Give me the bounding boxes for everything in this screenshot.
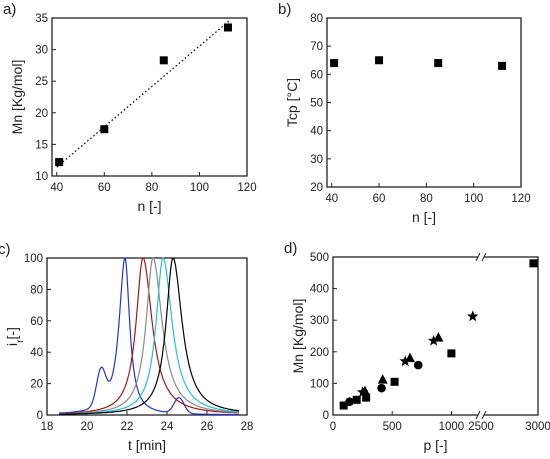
data-point-circle	[413, 360, 423, 370]
y-tick-label: 0	[37, 410, 43, 422]
y-tick-label: 0	[323, 410, 329, 422]
x-tick-label: 22	[121, 421, 134, 433]
y-tick-label: 70	[310, 41, 323, 53]
data-point-square	[362, 393, 371, 402]
x-axis-label: n [-]	[412, 209, 436, 225]
x-tick-label: 20	[81, 421, 94, 433]
x-axis-label: t [min]	[128, 437, 166, 453]
series-line-5	[58, 257, 240, 415]
x-axis-label: p [-]	[423, 437, 447, 453]
fit-line	[56, 19, 231, 168]
x-tick-label: 60	[98, 182, 111, 194]
data-point-star	[356, 386, 369, 398]
data-point-square	[447, 349, 456, 358]
plot-frame	[326, 17, 522, 188]
y-axis-label: ir[-]	[4, 327, 26, 346]
y-tick-label: 100	[24, 253, 43, 265]
x-tick-label: 100	[190, 182, 209, 194]
plot-frame	[51, 17, 248, 177]
y-axis-label: Mn [Kg/mol]	[9, 60, 25, 135]
data-point-star	[399, 355, 411, 367]
x-tick-label: 0	[330, 421, 336, 433]
y-tick-label: 40	[310, 126, 323, 138]
data-point-square	[352, 395, 361, 404]
data-point-star	[467, 310, 479, 322]
data-point-square	[375, 56, 384, 65]
y-tick-label: 20	[30, 379, 43, 391]
data-point-square	[529, 259, 538, 268]
axis-break-gap	[478, 253, 484, 261]
data-point-square	[339, 401, 348, 410]
panel-label: a)	[3, 1, 16, 18]
series-line-1	[58, 257, 239, 416]
axis-break-mark	[481, 252, 487, 262]
x-tick-label: 80	[145, 182, 158, 194]
y-tick-label: 80	[310, 13, 323, 25]
y-tick-label: 500	[310, 252, 329, 264]
x-tick-label: 2500	[468, 421, 494, 433]
y-tick-label: 50	[310, 98, 323, 110]
axis-break-mark	[475, 410, 481, 420]
panel-label: c)	[0, 241, 11, 258]
data-point-star	[427, 334, 440, 346]
y-tick-label: 10	[35, 171, 48, 183]
y-tick-label: 20	[35, 108, 48, 120]
panel-label: d)	[284, 240, 297, 257]
panel-a: 40 60 80 100 120 10 15 20 25 30 35 n [-] Mn [Kg/mol]…	[3, 1, 257, 214]
y-tick-label: 400	[310, 284, 329, 296]
y-tick-label: 300	[310, 315, 329, 327]
axis-break-gap	[478, 411, 484, 419]
panel-d: 0 500 1000 2500 3000 0 100 200 300 400 500 p [-] Mn …	[284, 240, 550, 453]
y-tick-label: 15	[35, 139, 48, 151]
x-tick-label: 24	[161, 421, 174, 433]
data-point-square	[159, 56, 168, 65]
y-tick-label: 60	[30, 316, 43, 328]
data-point-square	[100, 125, 109, 134]
x-tick-label: 18	[41, 421, 54, 433]
y-tick-label: 40	[30, 347, 43, 359]
x-tick-label: 120	[237, 182, 256, 194]
data-point-square	[434, 59, 443, 68]
x-tick-label: 26	[201, 421, 214, 433]
y-tick-label: 60	[310, 69, 323, 81]
x-tick-label: 80	[420, 193, 433, 205]
data-point-square	[390, 377, 399, 386]
y-tick-label: 25	[35, 76, 48, 88]
y-tick-label: 30	[35, 45, 48, 57]
y-tick-label: 80	[30, 284, 43, 296]
y-tick-label: 35	[35, 13, 48, 25]
panel-label: b)	[278, 1, 291, 18]
y-tick-label: 200	[310, 347, 329, 359]
series-line-3	[58, 257, 240, 415]
plot-frame	[46, 257, 248, 416]
data-point-circle	[377, 383, 386, 393]
x-tick-label: 100	[464, 193, 483, 205]
x-tick-label: 3000	[525, 421, 550, 433]
x-axis-label: n [-]	[137, 198, 161, 214]
panel-c: 18 20 22 24 26 28 0 20 40 60 80 100 t [min] c) ir[-]	[0, 241, 253, 453]
x-tick-label: 40	[50, 182, 63, 194]
y-axis-label: Tcp [°C]	[284, 78, 300, 127]
x-tick-label: 60	[373, 193, 386, 205]
y-tick-label: 100	[310, 378, 329, 390]
panel-b: 40 60 80 100 120 20 30 40 50 60 70 80 n [-] Tcp [°C] b…	[278, 1, 531, 225]
x-tick-label: 500	[383, 421, 402, 433]
y-tick-label: 20	[310, 182, 323, 194]
data-point-square	[498, 61, 507, 70]
axis-break-mark	[481, 410, 487, 420]
plot-frame	[332, 256, 539, 416]
x-tick-label: 40	[325, 193, 338, 205]
data-point-square	[223, 23, 232, 32]
data-point-triangle	[377, 374, 388, 384]
x-tick-label: 120	[511, 193, 530, 205]
x-tick-label: 28	[241, 421, 254, 433]
x-tick-label: 1000	[439, 421, 465, 433]
data-point-square	[55, 158, 64, 167]
y-tick-label: 30	[310, 154, 323, 166]
data-point-square	[330, 59, 339, 68]
data-point-circle	[345, 397, 354, 407]
axis-break-mark	[475, 252, 481, 262]
y-axis-label: Mn [Kg/mol]	[290, 299, 306, 374]
